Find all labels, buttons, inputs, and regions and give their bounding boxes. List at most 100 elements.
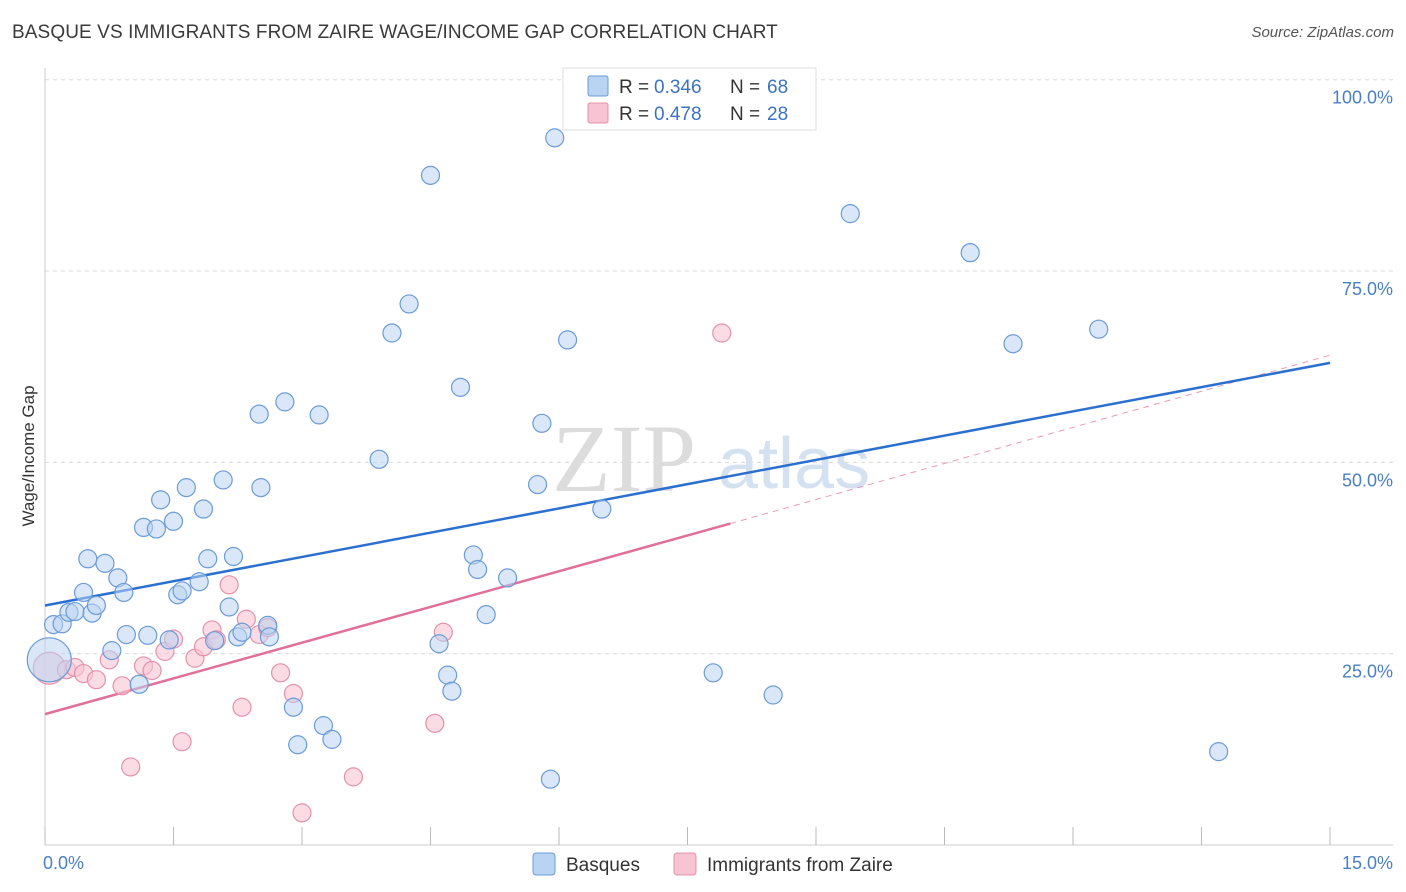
series-zaire-points xyxy=(32,323,732,823)
point-basque-55 xyxy=(527,474,548,495)
legend-swatch-zaire xyxy=(587,102,609,124)
legend-r-label-zaire: R = xyxy=(619,104,649,125)
x-tick-label-1: 15.0% xyxy=(1342,853,1393,873)
point-basque-37 xyxy=(275,392,295,412)
point-basque-36 xyxy=(259,627,280,647)
legend-r-value-basque: 0.346 xyxy=(654,77,702,98)
point-basque-28 xyxy=(213,470,233,490)
trend-line-basque xyxy=(44,361,1331,607)
point-basque-25 xyxy=(193,499,214,519)
point-zaire-24 xyxy=(292,803,312,823)
legend-n-value-zaire: 28 xyxy=(767,104,788,125)
point-basque-8 xyxy=(86,595,107,616)
point-basque-54 xyxy=(498,568,518,588)
trend-line-zaire xyxy=(44,522,731,716)
point-basque-22 xyxy=(172,581,192,601)
point-zaire-17 xyxy=(219,575,239,595)
point-basque-6 xyxy=(78,549,98,569)
point-basque-0 xyxy=(26,637,72,683)
point-basque-58 xyxy=(545,128,565,148)
point-basque-65 xyxy=(1003,334,1023,354)
point-zaire-9 xyxy=(142,660,162,681)
point-basque-66 xyxy=(1089,319,1109,339)
legend-r-value-zaire: 0.478 xyxy=(654,104,702,125)
point-basque-33 xyxy=(249,404,269,424)
point-basque-63 xyxy=(840,204,860,224)
bottom-legend: Basques Immigrants from Zaire xyxy=(532,852,893,876)
point-zaire-22 xyxy=(270,663,291,683)
point-zaire-7 xyxy=(121,757,141,777)
point-zaire-28 xyxy=(712,323,732,343)
point-basque-27 xyxy=(205,631,225,651)
point-basque-24 xyxy=(189,572,209,592)
point-basque-16 xyxy=(138,625,158,645)
point-basque-48 xyxy=(438,665,458,685)
chart-title: BASQUE VS IMMIGRANTS FROM ZAIRE WAGE/INC… xyxy=(12,22,778,43)
grid-lines xyxy=(45,79,1393,655)
point-basque-64 xyxy=(960,243,980,263)
trend-line-zaire-extension xyxy=(730,354,1331,525)
point-basque-46 xyxy=(420,165,441,185)
bottom-legend-swatch-zaire xyxy=(673,852,697,876)
y-tick-label-0: 25.0% xyxy=(1342,662,1393,682)
y-axis-label: Wage/Income Gap xyxy=(19,385,38,526)
point-basque-49 xyxy=(442,681,462,701)
legend-n-value-basque: 68 xyxy=(767,77,788,98)
point-basque-34 xyxy=(251,478,271,498)
point-basque-26 xyxy=(198,549,218,569)
bottom-legend-label-zaire: Immigrants from Zaire xyxy=(707,855,893,876)
point-basque-41 xyxy=(313,716,334,736)
point-basque-5 xyxy=(73,582,94,603)
point-zaire-4 xyxy=(86,670,107,690)
point-basque-32 xyxy=(232,622,252,642)
legend-n-label-basque: N = xyxy=(730,77,760,98)
point-basque-30 xyxy=(223,546,244,567)
point-basque-19 xyxy=(159,630,179,650)
point-basque-39 xyxy=(288,735,308,755)
point-basque-17 xyxy=(146,519,166,539)
point-basque-56 xyxy=(532,413,552,433)
point-basque-62 xyxy=(763,685,783,705)
point-basque-45 xyxy=(399,294,419,314)
trend-lines xyxy=(44,354,1331,716)
bottom-legend-label-basque: Basques xyxy=(566,855,640,876)
point-basque-47 xyxy=(429,634,449,654)
point-basque-60 xyxy=(592,499,612,519)
point-basque-29 xyxy=(219,597,239,617)
point-basque-10 xyxy=(102,641,122,661)
y-tick-label-3: 100.0% xyxy=(1332,88,1393,108)
point-zaire-26 xyxy=(425,713,445,733)
point-zaire-18 xyxy=(232,697,252,717)
legend: R = 0.346 N = 68 R = 0.478 N = 28 xyxy=(562,67,817,131)
legend-n-label-zaire: N = xyxy=(730,104,760,125)
watermark-zip: ZIP xyxy=(552,405,696,512)
point-basque-57 xyxy=(540,769,561,789)
point-basque-43 xyxy=(369,449,389,469)
legend-swatch-basque xyxy=(587,75,609,97)
series-basque-points xyxy=(26,128,1229,789)
point-basque-61 xyxy=(703,663,723,683)
point-basque-18 xyxy=(151,490,171,510)
chart-source: Source: ZipAtlas.com xyxy=(1251,24,1394,41)
point-basque-52 xyxy=(468,559,488,580)
point-basque-20 xyxy=(163,511,184,531)
point-basque-14 xyxy=(129,674,149,694)
x-tick-label-0: 0.0% xyxy=(43,853,84,873)
point-basque-67 xyxy=(1209,742,1229,762)
point-basque-13 xyxy=(116,624,136,645)
point-basque-44 xyxy=(382,323,402,343)
point-basque-9 xyxy=(95,553,115,573)
point-zaire-25 xyxy=(343,767,363,787)
point-basque-42 xyxy=(322,729,342,749)
tick-labels: 25.0% 50.0% 75.0% 100.0% 0.0% 15.0% xyxy=(43,88,1393,873)
y-tick-label-1: 50.0% xyxy=(1342,470,1393,490)
y-tick-label-2: 75.0% xyxy=(1342,279,1393,299)
point-basque-12 xyxy=(114,582,134,603)
point-zaire-12 xyxy=(172,732,192,752)
point-basque-50 xyxy=(450,377,471,397)
point-basque-40 xyxy=(309,405,329,425)
axes xyxy=(44,68,1393,846)
point-basque-53 xyxy=(476,605,496,625)
point-basque-4 xyxy=(65,601,85,622)
